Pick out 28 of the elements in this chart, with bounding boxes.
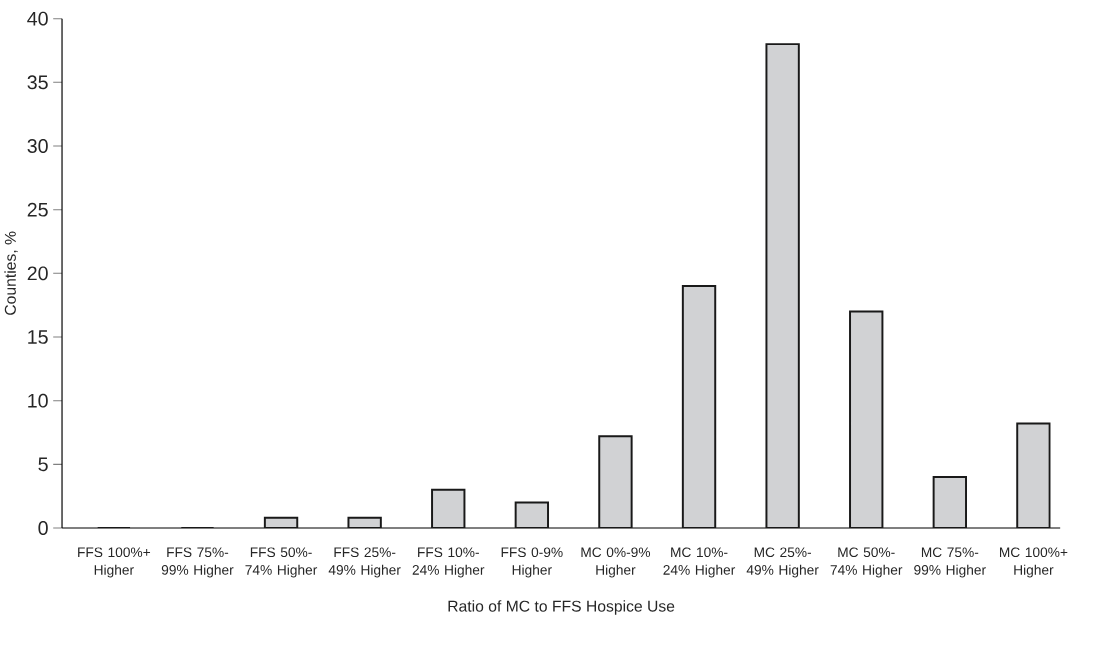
- x-tick-label: FFS 0-9% Higher: [501, 547, 563, 578]
- x-tick-label: MC 10%-24% Higher: [663, 547, 736, 578]
- bar: [849, 310, 884, 529]
- x-tick-label: FFS 25%-49% Higher: [328, 547, 401, 578]
- bar: [765, 43, 800, 529]
- x-tick-label: MC 25%-49% Higher: [746, 547, 819, 578]
- bar: [681, 285, 717, 529]
- y-tick-label: 10: [28, 393, 48, 408]
- y-tick-label: 20: [27, 266, 48, 281]
- x-axis-title: Ratio of MC to FFS Hospice Use: [448, 600, 675, 616]
- x-tick-label: FFS 75%-99% Higher: [161, 547, 234, 578]
- x-tick-label: MC 0%-9% Higher: [581, 547, 651, 578]
- x-tick-label: FFS 100%+ Higher: [78, 547, 151, 578]
- y-tick-label: 15: [28, 330, 48, 345]
- x-tick-label: FFS 10%-24% Higher: [412, 547, 485, 578]
- bar: [1016, 422, 1051, 529]
- y-tick-label: 30: [27, 139, 48, 154]
- y-tick-label: 5: [38, 457, 48, 472]
- x-tick-label: MC 75%-99% Higher: [914, 547, 986, 578]
- x-tick-label: MC 100%+ Higher: [999, 547, 1068, 578]
- y-tick-label: 40: [27, 11, 48, 26]
- x-tick-label: FFS 50%-74% Higher: [245, 547, 318, 578]
- bar: [598, 435, 633, 529]
- y-tick-label: 25: [27, 202, 48, 217]
- y-axis-title: Counties, %: [4, 231, 18, 316]
- x-tick-label: MC 50%-74% Higher: [830, 547, 903, 578]
- y-tick-label: 35: [27, 75, 48, 90]
- y-tick-label: 0: [38, 521, 48, 536]
